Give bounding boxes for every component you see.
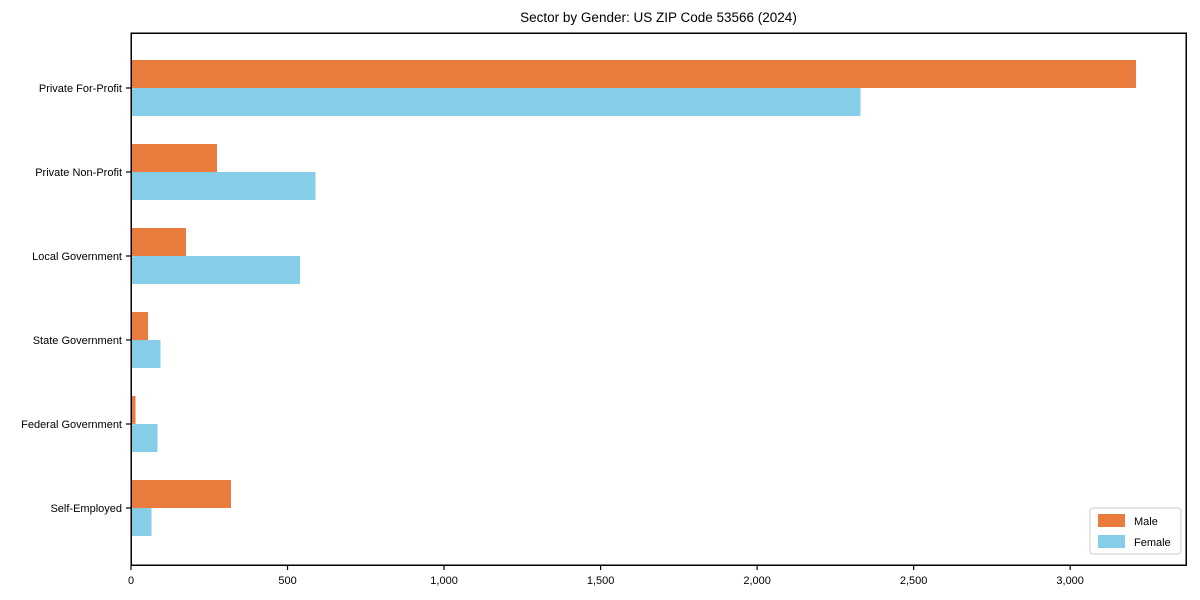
bar-male-1 <box>131 144 218 172</box>
x-tick-label: 1,500 <box>587 575 615 587</box>
x-tick-label: 500 <box>278 575 296 587</box>
bar-female-0 <box>131 88 861 116</box>
x-tick-label: 1,000 <box>430 575 458 587</box>
bar-female-5 <box>131 508 152 536</box>
x-tick-label: 3,000 <box>1056 575 1084 587</box>
bar-male-2 <box>131 228 186 256</box>
bar-female-4 <box>131 424 158 452</box>
bar-female-3 <box>131 340 161 368</box>
y-tick-label: Self-Employed <box>50 503 122 515</box>
y-tick-label: State Government <box>33 335 122 347</box>
bar-female-2 <box>131 256 301 284</box>
y-tick-label: Local Government <box>32 251 122 263</box>
chart-title: Sector by Gender: US ZIP Code 53566 (202… <box>520 10 797 25</box>
x-tick-label: 0 <box>128 575 134 587</box>
plot-border <box>130 32 1187 566</box>
legend-swatch-female <box>1098 535 1125 548</box>
legend-label-male: Male <box>1134 516 1158 528</box>
legend-swatch-male <box>1098 514 1125 527</box>
x-tick-label: 2,000 <box>743 575 771 587</box>
y-tick-label: Federal Government <box>21 419 122 431</box>
bar-male-0 <box>131 60 1136 88</box>
bar-male-4 <box>131 396 136 424</box>
y-tick-label: Private For-Profit <box>39 83 122 95</box>
x-tick-label: 2,500 <box>900 575 928 587</box>
bar-male-5 <box>131 480 232 508</box>
bar-male-3 <box>131 312 149 340</box>
bar-female-1 <box>131 172 316 200</box>
legend-label-female: Female <box>1134 537 1171 549</box>
y-tick-label: Private Non-Profit <box>35 167 122 179</box>
